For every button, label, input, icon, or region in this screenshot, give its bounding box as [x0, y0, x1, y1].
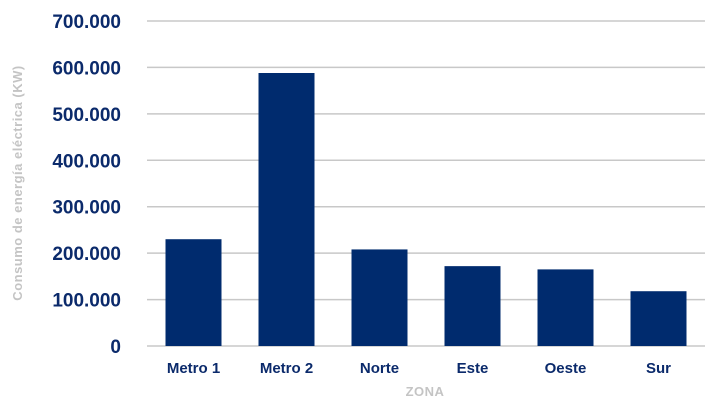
gridlines	[147, 20, 705, 347]
y-tick-label: 100.000	[52, 291, 121, 312]
bar-este	[444, 266, 501, 346]
y-tick-label: 200.000	[52, 244, 121, 265]
x-axis-ticks: Metro 1 Metro 2 Norte Este Oeste Sur	[167, 360, 671, 377]
x-tick-label: Sur	[646, 360, 671, 377]
y-axis-ticks: 0 100.000 200.000 300.000 400.000 500.000 600.…	[52, 12, 121, 358]
bar-sur	[630, 291, 687, 346]
y-tick-label: 0	[110, 337, 121, 358]
x-axis-title: ZONA	[406, 384, 445, 399]
y-tick-label: 700.000	[52, 12, 121, 33]
bar-norte	[351, 249, 408, 346]
bar-metro-2	[258, 73, 315, 346]
x-tick-label: Este	[457, 360, 489, 377]
x-tick-label: Oeste	[545, 360, 587, 377]
bar-metro-1	[165, 239, 222, 346]
bar-oeste	[537, 269, 594, 346]
x-tick-label: Metro 2	[260, 360, 313, 377]
y-axis-title: Consumo de energía eléctrica (KW)	[10, 65, 25, 300]
y-tick-label: 600.000	[52, 58, 121, 79]
x-tick-label: Metro 1	[167, 360, 220, 377]
x-tick-label: Norte	[360, 360, 399, 377]
y-tick-label: 500.000	[52, 105, 121, 126]
y-tick-label: 400.000	[52, 151, 121, 172]
y-tick-label: 300.000	[52, 198, 121, 219]
bars	[165, 73, 687, 346]
